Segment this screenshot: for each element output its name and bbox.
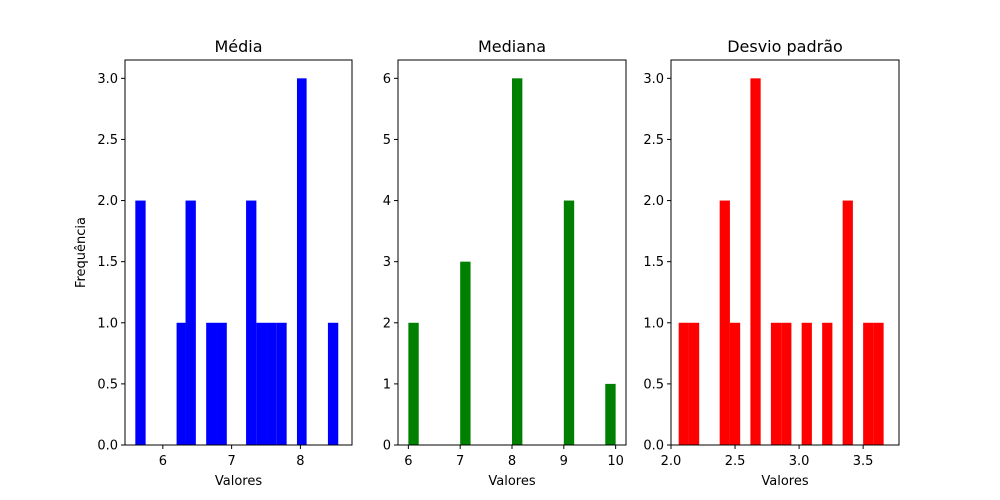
x-tick-label: 8	[296, 454, 304, 469]
bar-desvio-padrao-10	[863, 322, 874, 445]
y-tick-label: 3.0	[643, 72, 664, 87]
x-tick-label: 8	[508, 454, 516, 469]
y-tick-label: 2.5	[643, 133, 664, 148]
y-tick-label: 0.0	[643, 439, 664, 454]
x-tick-label: 9	[560, 454, 568, 469]
x-axis-label: Valores	[488, 474, 535, 489]
bar-desvio-padrao-6	[781, 322, 792, 445]
bar-media-10	[327, 322, 339, 445]
x-tick-label: 2.0	[661, 454, 682, 469]
x-axis-label: Valores	[761, 474, 808, 489]
x-tick-label: 7	[456, 454, 464, 469]
y-tick-label: 1.0	[97, 316, 118, 331]
bar-media-7	[266, 322, 277, 445]
bar-desvio-padrao-1	[688, 322, 700, 445]
y-tick-label: 4	[383, 194, 391, 209]
chart-title: Desvio padrão	[727, 37, 843, 56]
bar-desvio-padrao-2	[719, 200, 730, 445]
bar-media-6	[256, 322, 267, 445]
y-tick-label: 3	[383, 255, 391, 270]
y-tick-label: 6	[383, 72, 391, 87]
y-tick-label: 2.0	[97, 194, 118, 209]
bar-desvio-padrao-9	[842, 200, 853, 445]
bar-media-2	[185, 200, 196, 445]
panel-media: 6 7 8 0.0 0.5 1.0 1.5 2.0 2.5 3.0 Média Valores Freq…	[74, 37, 353, 489]
y-tick-label: 0.5	[643, 377, 664, 392]
y-tick-label: 2	[383, 316, 391, 331]
bar-media-5	[246, 200, 257, 445]
bar-media-0	[135, 200, 146, 445]
x-tick-label: 3.0	[789, 454, 810, 469]
bar-media-1	[176, 322, 186, 445]
bar-desvio-padrao-4	[750, 78, 761, 445]
y-tick-label: 5	[383, 133, 391, 148]
bar-desvio-padrao-8	[822, 322, 833, 445]
bar-desvio-padrao-5	[770, 322, 782, 445]
x-tick-label: 2.5	[725, 454, 746, 469]
x-tick-label: 7	[227, 454, 235, 469]
bar-desvio-padrao-3	[729, 322, 741, 445]
bar-desvio-padrao-0	[678, 322, 689, 445]
bar-media-8	[276, 322, 287, 445]
y-tick-label: 1	[383, 377, 391, 392]
bar-media-9	[296, 78, 307, 445]
bar-media-4	[216, 322, 227, 445]
bar-mediana-4	[605, 383, 616, 445]
chart-title: Média	[214, 37, 262, 56]
bar-mediana-2	[512, 78, 523, 445]
x-tick-label: 6	[404, 454, 412, 469]
bar-mediana-1	[460, 261, 471, 445]
x-tick-label: 10	[607, 454, 624, 469]
x-axis-label: Valores	[215, 474, 262, 489]
y-tick-label: 0	[383, 439, 391, 454]
panel-mediana: 6 7 8 9 10 0 1 2 3 4 5 6 Mediana Valores	[383, 37, 627, 489]
y-tick-label: 2.0	[643, 194, 664, 209]
bar-mediana-0	[408, 322, 419, 445]
y-axis-label: Frequência	[74, 217, 89, 288]
y-tick-label: 3.0	[97, 72, 118, 87]
x-tick-label: 3.5	[853, 454, 874, 469]
panel-desvio-padrao: 2.0 2.5 3.0 3.5 0.0 0.5 1.0 1.5 2.0 2.5 3.0 Desvio …	[643, 37, 900, 489]
y-tick-label: 0.5	[97, 377, 118, 392]
y-tick-label: 1.5	[97, 255, 118, 270]
chart-title: Mediana	[478, 37, 546, 56]
bar-media-3	[206, 322, 217, 445]
plot-frame	[124, 59, 353, 446]
bar-desvio-padrao-11	[873, 322, 884, 445]
y-tick-label: 0.0	[97, 439, 118, 454]
y-tick-label: 1.0	[643, 316, 664, 331]
y-tick-label: 2.5	[97, 133, 118, 148]
y-tick-label: 1.5	[643, 255, 664, 270]
plot-frame	[670, 59, 900, 446]
bar-mediana-3	[563, 200, 575, 445]
x-tick-label: 6	[159, 454, 167, 469]
bar-desvio-padrao-7	[801, 322, 812, 445]
